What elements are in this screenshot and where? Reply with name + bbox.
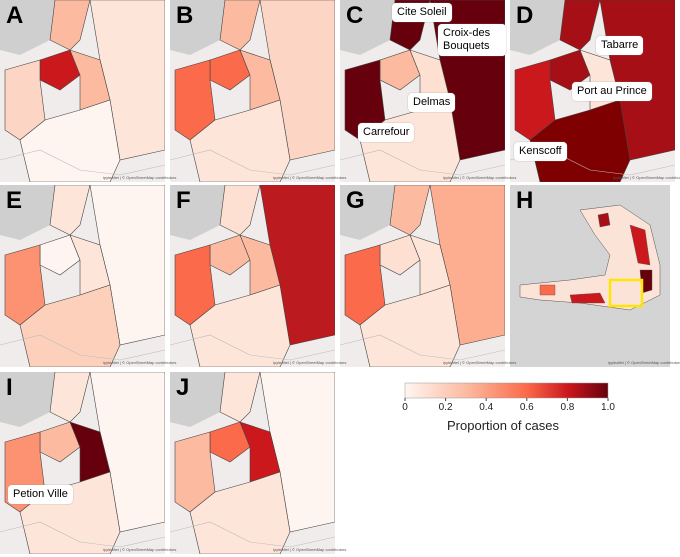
place-label: Petion Ville: [8, 485, 73, 504]
panel-letter: A: [6, 2, 24, 29]
panel-letter: D: [516, 2, 534, 29]
region: [189, 99, 291, 182]
panel-letter: H: [516, 187, 534, 214]
attribution: ipyleaflet | © OpenStreetMap contributor…: [443, 360, 517, 365]
attribution: ipyleaflet | © OpenStreetMap contributor…: [103, 360, 177, 365]
sea: [170, 372, 225, 427]
region: [49, 0, 91, 51]
panel-letter: I: [6, 374, 13, 401]
road: [0, 149, 165, 176]
sea: [340, 0, 395, 55]
tick-label: 0.2: [438, 402, 453, 413]
sea: [0, 0, 55, 55]
panel-letter: F: [176, 187, 191, 214]
region: [189, 284, 291, 367]
road: [0, 521, 165, 548]
attribution: ipyleaflet | © OpenStreetMap contributor…: [103, 547, 177, 552]
place-label: Croix-des Bouquets: [438, 24, 506, 56]
place-label: Tabarre: [596, 36, 644, 55]
panel-letter: E: [6, 187, 23, 214]
region: [389, 185, 431, 236]
legend-title: Proportion of cases: [447, 418, 560, 433]
region: [569, 292, 606, 304]
place-label: Delmas: [408, 93, 456, 112]
panel-letter: C: [346, 2, 364, 29]
map-panel: [170, 372, 335, 554]
attribution: ipyleaflet | © OpenStreetMap contributor…: [273, 360, 347, 365]
region: [19, 99, 121, 182]
region: [597, 212, 611, 228]
road: [340, 334, 505, 361]
region: [359, 284, 461, 367]
region: [49, 372, 91, 423]
road: [0, 334, 165, 361]
place-label: Cite Soleil: [392, 3, 452, 22]
region: [559, 0, 601, 51]
attribution: ipyleaflet | © OpenStreetMap contributor…: [273, 547, 347, 552]
region: [539, 284, 556, 296]
attribution: ipyleaflet | © OpenStreetMap contributor…: [443, 175, 517, 180]
map-panel: [0, 372, 165, 554]
colorbar: [404, 382, 609, 399]
tick-label: 0.8: [560, 402, 575, 413]
panel-letter: J: [176, 374, 190, 401]
road: [170, 334, 335, 361]
map-panel: [0, 0, 165, 182]
map-panel: [170, 185, 335, 367]
panel-letter: B: [176, 2, 194, 29]
map-panel: [340, 185, 505, 367]
tick-label: 0.4: [479, 402, 494, 413]
sea: [0, 185, 55, 240]
region: [49, 185, 91, 236]
panel-letter: G: [346, 187, 365, 214]
tick-label: 0: [402, 402, 408, 413]
map-panel: [510, 185, 670, 367]
sea: [170, 0, 225, 55]
sea: [340, 185, 395, 240]
region: [219, 372, 261, 423]
region: [219, 0, 261, 51]
region: [219, 185, 261, 236]
sea: [0, 372, 55, 427]
country: [519, 204, 661, 311]
place-label: Port au Prince: [572, 82, 652, 101]
region: [189, 471, 291, 554]
region: [19, 284, 121, 367]
sea: [510, 0, 565, 55]
map-panel: [0, 185, 165, 367]
place-label: Carrefour: [358, 123, 415, 142]
attribution: ipyleaflet | © OpenStreetMap contributor…: [103, 175, 177, 180]
road: [340, 149, 505, 176]
sea: [170, 185, 225, 240]
attribution: ipyleaflet | © OpenStreetMap contributor…: [608, 360, 680, 365]
region: [629, 224, 651, 266]
road: [170, 149, 335, 176]
region: [529, 99, 631, 182]
road: [170, 521, 335, 548]
map-panel: [170, 0, 335, 182]
highlight-box: [608, 278, 644, 308]
tick-label: 1.0: [601, 402, 615, 413]
tick-label: 0.6: [519, 402, 534, 413]
attribution: ipyleaflet | © OpenStreetMap contributor…: [613, 175, 680, 180]
attribution: ipyleaflet | © OpenStreetMap contributor…: [273, 175, 347, 180]
place-label: Kenscoff: [514, 142, 567, 161]
